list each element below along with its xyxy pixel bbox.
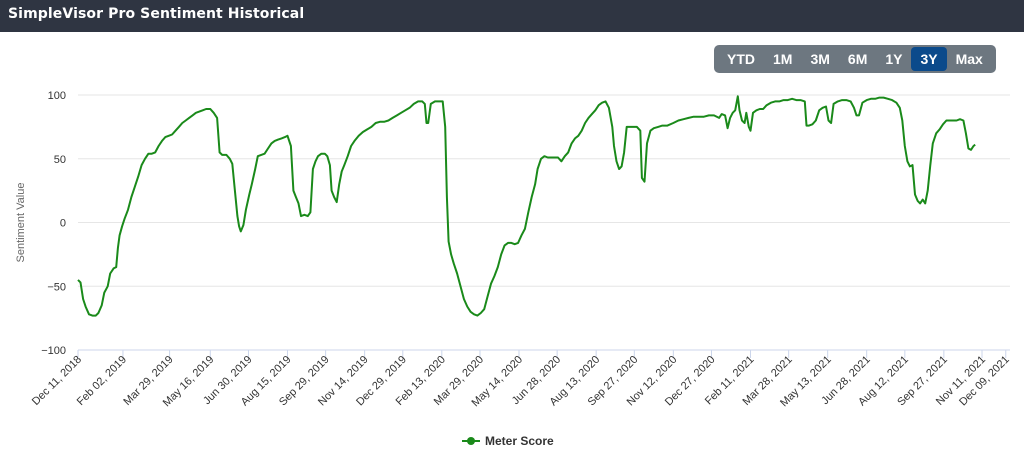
y-tick-label: 0	[60, 218, 66, 230]
range-button-3y[interactable]: 3Y	[911, 47, 947, 71]
app-header: SimpleVisor Pro Sentiment Historical	[0, 0, 1024, 32]
range-button-3m[interactable]: 3M	[810, 51, 830, 67]
y-tick-label: 50	[54, 154, 66, 166]
range-button-6m[interactable]: 6M	[847, 51, 868, 67]
page-title: SimpleVisor Pro Sentiment Historical	[8, 6, 305, 22]
range-button-max[interactable]: Max	[955, 51, 983, 67]
legend[interactable]: Meter Score	[462, 434, 554, 448]
legend-label: Meter Score	[485, 434, 554, 448]
range-button-1m[interactable]: 1M	[773, 51, 793, 67]
range-button-ytd[interactable]: YTD	[727, 51, 755, 67]
range-button-1y[interactable]: 1Y	[885, 51, 903, 67]
series-line-meter-score[interactable]	[77, 95, 976, 317]
y-tick-label: −100	[41, 345, 66, 357]
y-axis-title: Sentiment Value	[15, 183, 27, 263]
range-selector: YTD 1M 3M 6M 1Y 3Y Max	[714, 45, 996, 73]
legend-symbol-icon	[462, 436, 480, 446]
y-tick-label: −50	[47, 281, 66, 293]
y-tick-label: 100	[48, 90, 66, 102]
